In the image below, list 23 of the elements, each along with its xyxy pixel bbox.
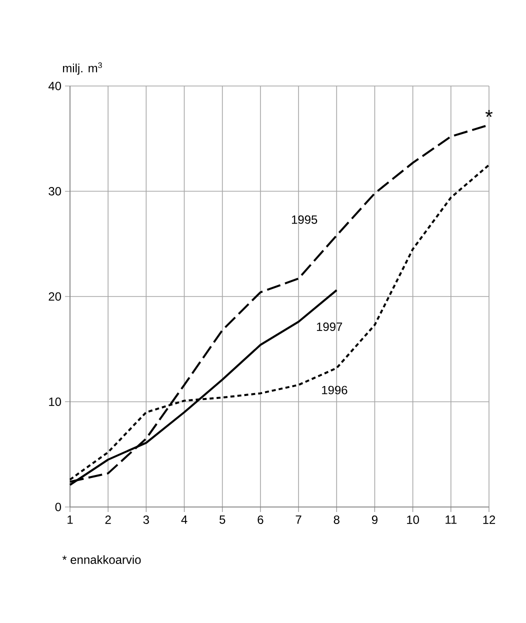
x-tick-label: 3: [143, 515, 149, 524]
y-axis-title: milj. m$^{3}$: [62, 62, 102, 75]
x-tick-label: 8: [334, 515, 340, 524]
x-tick-label: 10: [407, 515, 420, 524]
y-tick-label: 20: [48, 292, 62, 301]
y-tick-label: 30: [48, 187, 62, 196]
x-tick-label: 1: [68, 516, 73, 524]
text: * ennakkoarvio: [62, 555, 141, 564]
x-tick-label: 7: [296, 516, 302, 524]
series-label: 1995: [292, 215, 318, 224]
x-tick-label: 6: [258, 515, 264, 524]
x-tick-label: 2: [105, 515, 111, 524]
series-label: 1997: [316, 322, 342, 331]
x-tick-label: 12: [483, 515, 496, 524]
series-label: 1996: [322, 386, 348, 394]
x-tick-label: 11: [446, 516, 457, 524]
annotation: *: [485, 110, 493, 118]
x-tick-label: 9: [372, 515, 378, 524]
y-tick-label: 40: [48, 82, 62, 90]
y-tick-label: 0: [55, 502, 62, 512]
x-tick-label: 4: [181, 516, 188, 524]
x-tick-label: 5: [220, 516, 226, 524]
y-tick-label: 10: [49, 398, 62, 406]
